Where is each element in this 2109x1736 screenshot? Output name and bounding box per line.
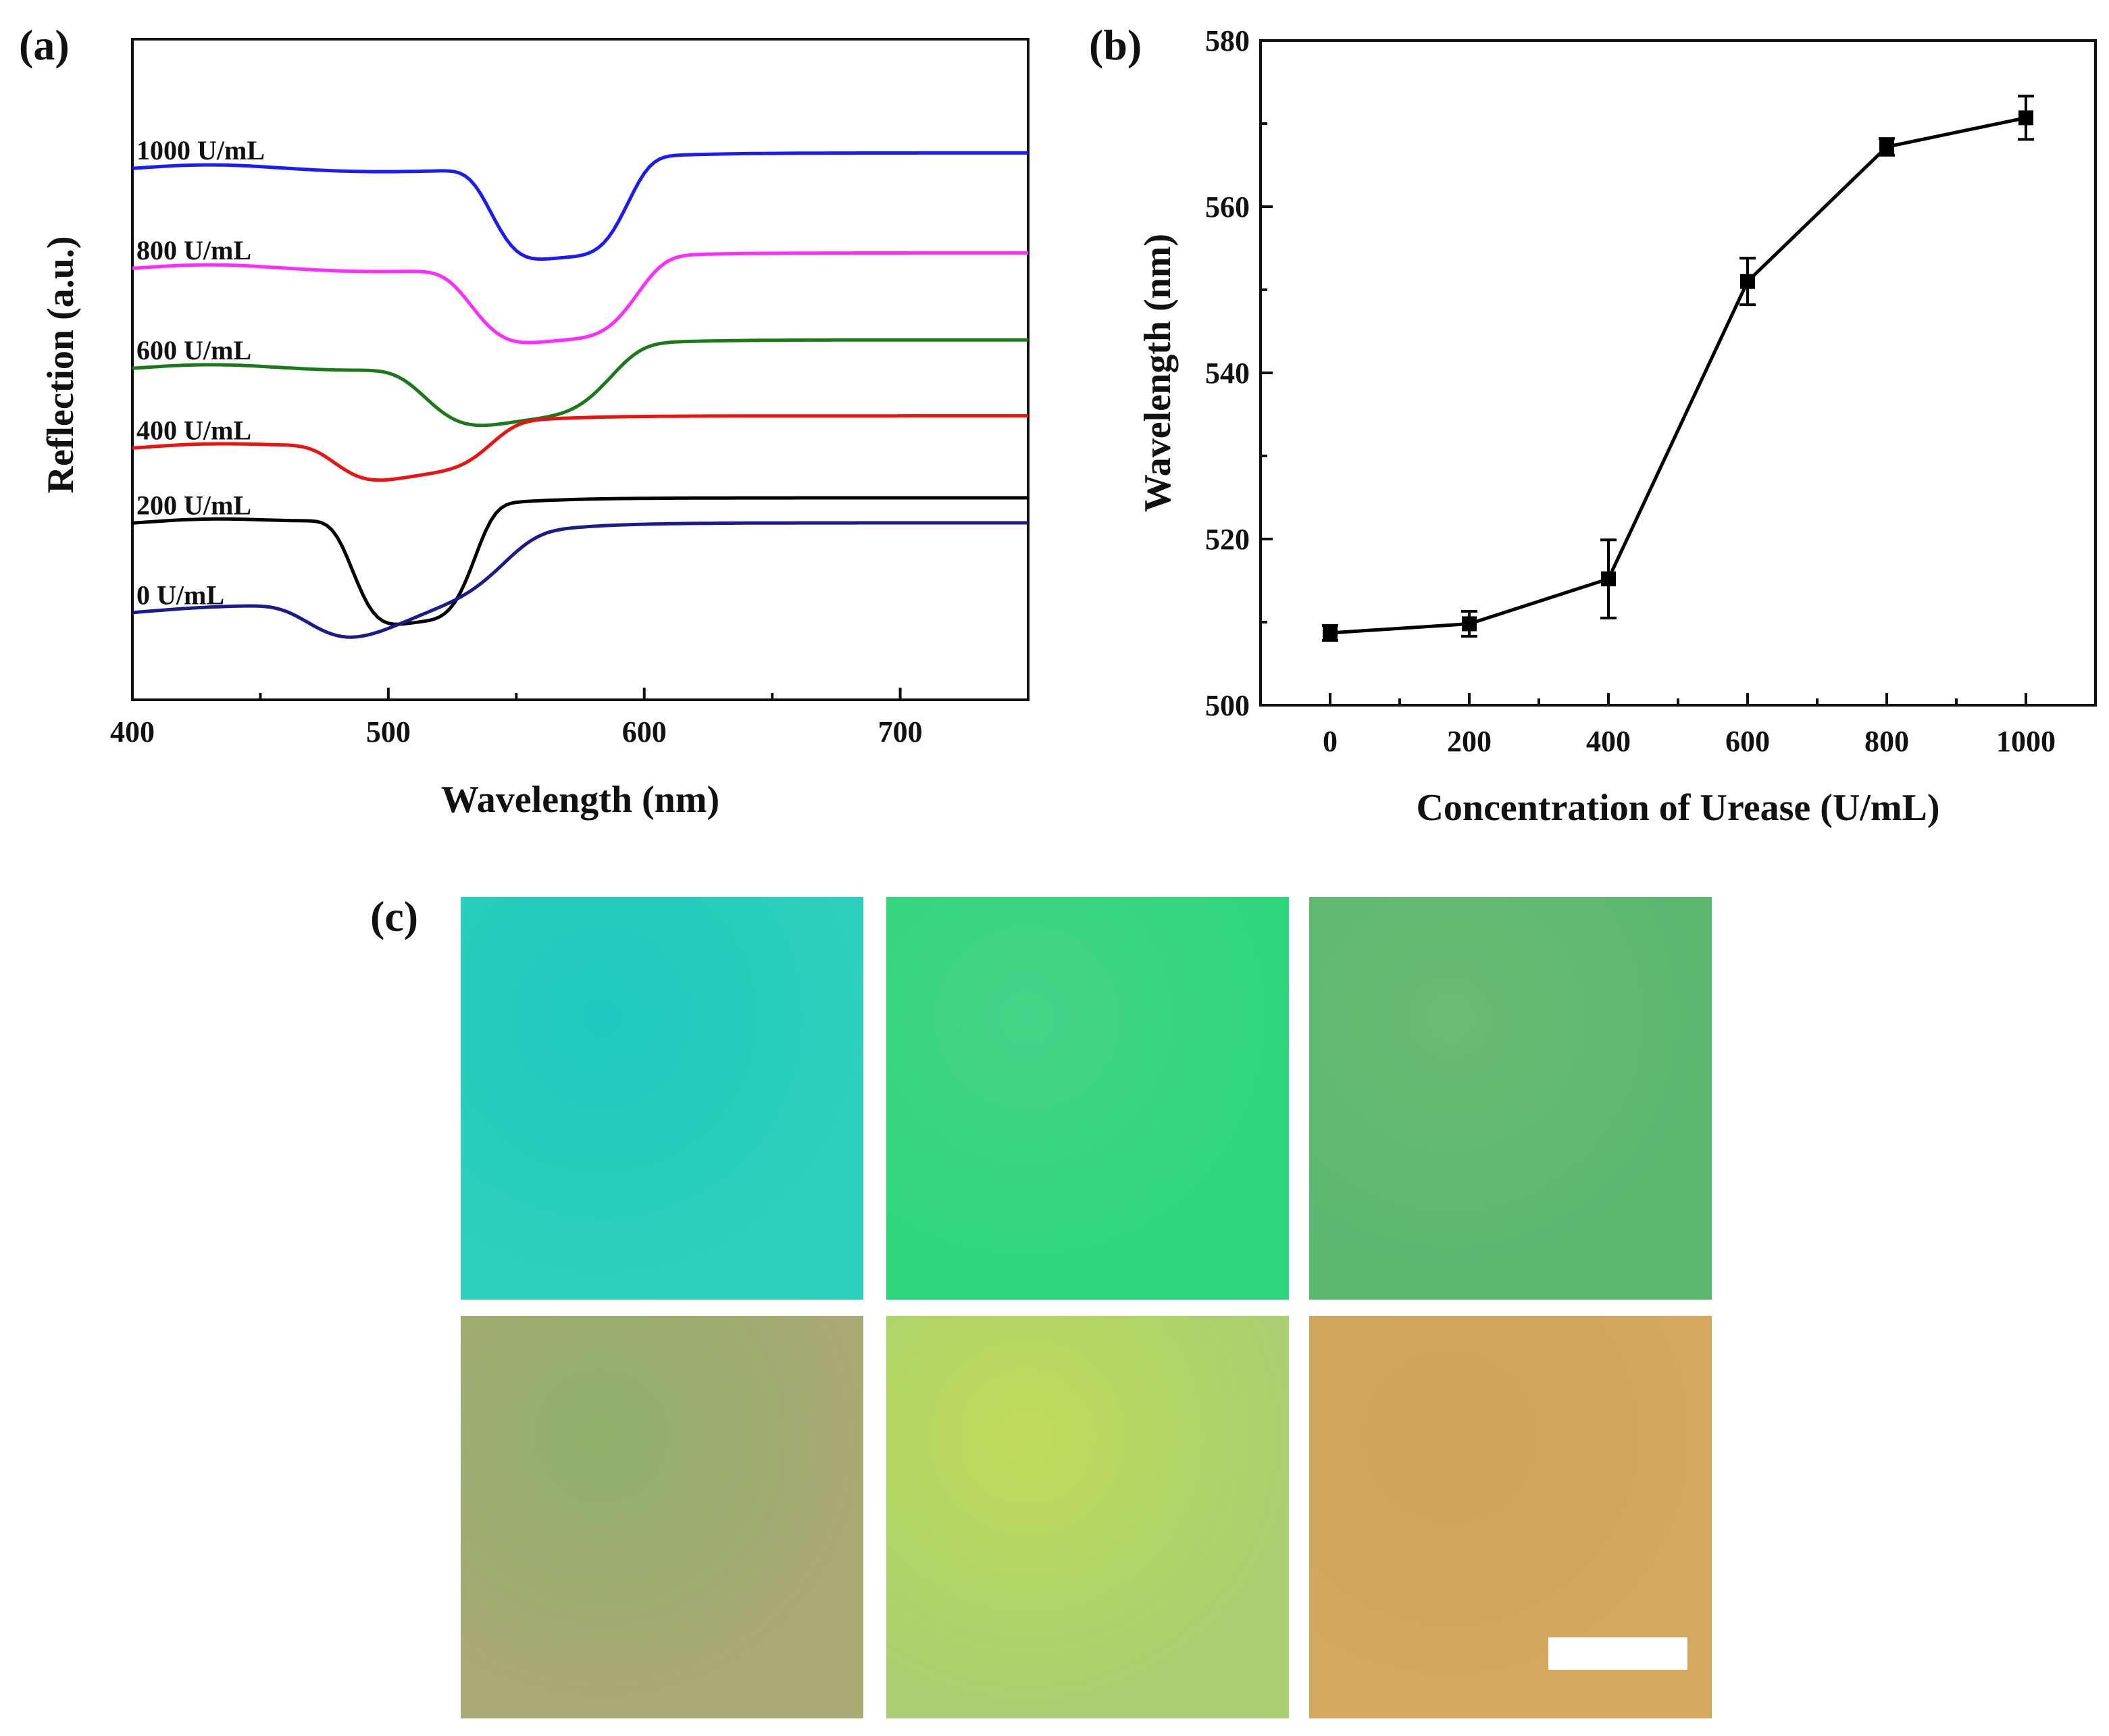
panel-a-curve-label-2: 600 U/mL [136, 335, 251, 365]
panel-a-curve-5 [132, 521, 1028, 639]
panel-a-chart: 400 500 600 700 1000 U/mL 800 U/mL 600 U/mL 40… [40, 38, 1030, 821]
panel-a-curves [132, 151, 1028, 639]
panel-a-curve-3 [132, 414, 1028, 482]
photo-0 [461, 897, 863, 1300]
panel-a-curve-label-4: 200 U/mL [136, 490, 251, 520]
panel-b-ytick-label-500: 500 [1205, 689, 1250, 722]
panel-a-curve-label-1: 800 U/mL [136, 235, 251, 265]
panel-a-curve-1 [132, 251, 1028, 344]
panel-b-ytick-label-520: 520 [1205, 523, 1250, 556]
panel-a-curve-0 [132, 151, 1028, 261]
photo-600 [461, 1316, 863, 1718]
panel-b-ytick-label-540: 540 [1205, 357, 1250, 390]
panel-label-b: (b) [1089, 21, 1142, 69]
panel-label-c: (c) [370, 892, 418, 940]
panel-b-point-200 [1462, 616, 1477, 632]
panel-b-ticks: 0 200 400 600 800 1000 500 520 540 560 580 [1205, 24, 2097, 758]
photo-400 [1309, 897, 1712, 1300]
panel-b-point-1000 [2018, 110, 2033, 126]
panel-b-ytick-label-580: 580 [1205, 24, 1250, 57]
photo-200 [886, 897, 1289, 1300]
panel-b-xtick-label-1000: 1000 [1996, 725, 2056, 758]
panel-b-chart: 0 200 400 600 800 1000 500 520 540 560 580 Concent… [1137, 24, 2097, 829]
panel-a-ylabel: Reflection (a.u.) [40, 236, 82, 493]
panel-b-point-0 [1323, 625, 1338, 640]
panel-label-a: (a) [19, 21, 70, 69]
panel-b-xtick-label-800: 800 [1864, 725, 1909, 758]
panel-b-point-600 [1740, 274, 1755, 289]
panel-b-frame [1259, 39, 2097, 707]
panel-b-line [1329, 116, 2027, 635]
panel-a-xlabel: Wavelength (nm) [441, 779, 719, 821]
photo-800 [886, 1316, 1289, 1718]
panel-b-xtick-label-600: 600 [1725, 725, 1770, 758]
panel-a-xtick-label-700: 700 [878, 715, 923, 748]
panel-b-xtick-label-200: 200 [1447, 725, 1492, 758]
panel-b-series [1322, 95, 2034, 642]
panel-b-ytick-label-560: 560 [1205, 190, 1250, 224]
panel-a-curve-label-3: 400 U/mL [136, 415, 251, 445]
panel-b-xtick-label-0: 0 [1323, 725, 1338, 758]
panel-a-curve-2 [132, 338, 1028, 428]
panel-a-curve-4 [132, 496, 1028, 626]
panel-a-curve-label-0: 1000 U/mL [136, 135, 265, 165]
panel-a-curve-labels: 1000 U/mL 800 U/mL 600 U/mL 400 U/mL 200 U/m… [136, 135, 265, 611]
scale-bar [1548, 1637, 1687, 1670]
panel-b-point-400 [1601, 571, 1616, 587]
panel-b-ylabel: Wavelength (nm) [1137, 234, 1179, 512]
panel-a-frame [131, 38, 1030, 701]
panel-a-curve-label-5: 0 U/mL [136, 580, 224, 611]
panel-b-xlabel: Concentration of Urease (U/mL) [1416, 787, 1939, 829]
panel-a-xtick-label-600: 600 [622, 715, 667, 748]
panel-b-point-800 [1879, 139, 1894, 155]
panel-a-xtick-label-400: 400 [110, 715, 155, 748]
panel-a-xtick-label-500: 500 [366, 715, 411, 748]
panel-b-xtick-label-400: 400 [1586, 725, 1631, 758]
panel-a-ticks: 400 500 600 700 [110, 688, 923, 748]
